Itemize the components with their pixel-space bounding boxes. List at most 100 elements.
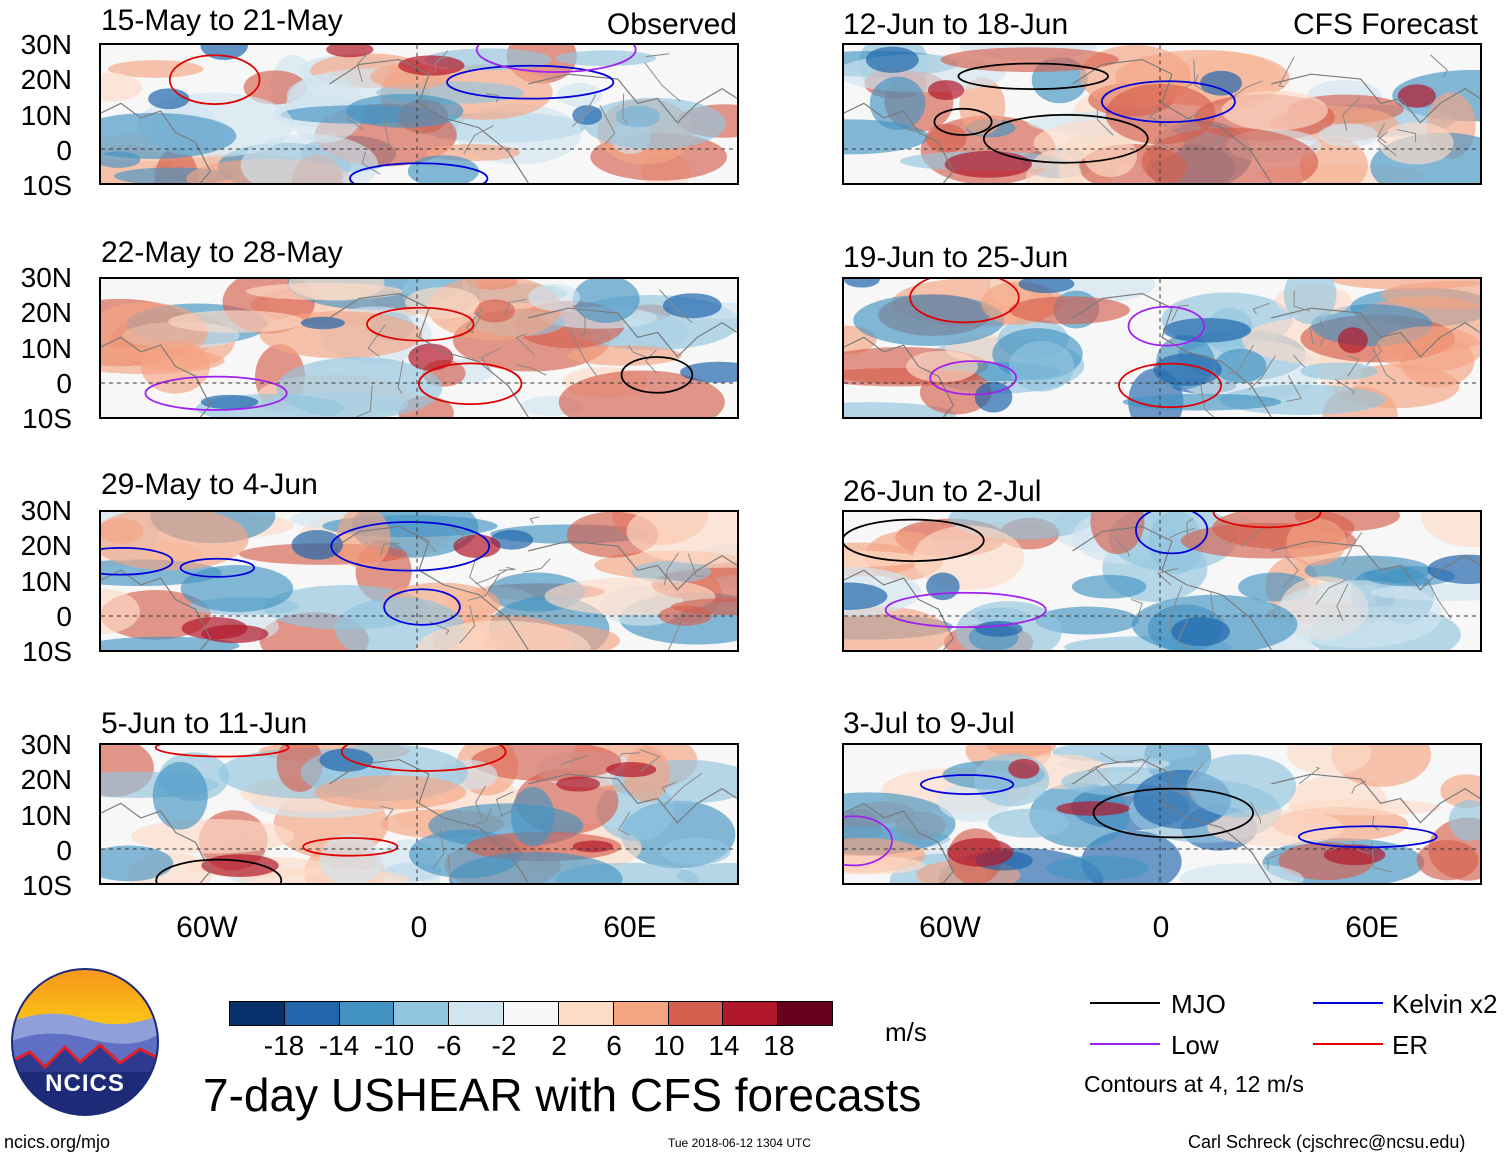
panel-title-8: 3-Jul to 9-Jul [843,707,1015,740]
shear-anomaly [1287,799,1442,816]
wave-contour [302,837,399,857]
country-border [1372,815,1379,831]
wave-contour [168,54,261,105]
map-panel-3 [99,510,739,652]
country-border [663,772,703,807]
shear-anomaly [1274,580,1443,648]
shear-anomaly [1008,758,1040,779]
shear-anomaly [314,775,467,810]
country-border [416,534,437,553]
shear-anomaly [101,72,143,102]
shear-anomaly [1300,362,1378,380]
wave-contour [446,64,615,100]
country-border [1210,591,1224,622]
shear-anomaly [1008,341,1075,392]
y-tick-label: 10N [20,100,72,131]
country-border [485,93,500,103]
country-border [687,553,706,577]
colorbar-swatch [613,1002,669,1025]
wave-contour [155,858,283,883]
wave-contour [620,356,694,394]
colorbar-tick: -14 [318,1030,360,1061]
wave-contour [1297,825,1438,849]
wave-contour [330,521,491,572]
shear-field [844,512,1480,650]
shear-anomaly [1018,279,1075,293]
country-border [560,755,589,765]
coastline [844,525,1480,650]
wave-contour [349,162,489,183]
country-border [1186,518,1194,542]
shear-anomaly [101,512,249,571]
country-border [1292,354,1306,368]
colorbar-swatch [723,1002,779,1025]
x-tick-label: 60W [176,911,238,944]
wave-contour [383,588,461,626]
shear-anomaly [300,316,345,330]
wave-contour [179,557,256,578]
country-border [1429,54,1448,78]
country-border [480,347,501,370]
country-border [447,853,453,883]
coastline [101,758,737,883]
country-border [429,621,450,635]
coastline [101,292,737,417]
shear-anomaly [1337,327,1368,354]
panel-title-1: 15-May to 21-May [101,4,343,37]
shear-anomaly [1318,123,1379,147]
y-tick-label: 10S [22,870,72,901]
country-border [644,62,681,102]
country-border [659,289,693,324]
country-border [1159,141,1168,148]
shear-anomaly [844,582,888,610]
wave-contour [1135,512,1209,555]
shear-anomaly [1056,801,1130,816]
colorbar-swatch [230,1002,285,1025]
country-border [1326,843,1345,852]
colorbar-tick: -2 [491,1030,517,1061]
shear-anomaly [676,862,737,883]
colorbar-tick: -18 [263,1030,305,1061]
country-border [1309,323,1321,345]
wave-contour [844,518,985,562]
country-border [640,749,661,772]
footer-url[interactable]: ncics.org/mjo [4,1132,111,1152]
shear-anomaly [101,112,237,159]
legend-label-er: ER [1392,1030,1429,1060]
shear-anomaly [973,607,1029,625]
country-border [515,364,547,376]
country-border [1282,555,1299,589]
country-border [1194,74,1207,94]
country-border [1366,331,1383,365]
colorbar-swatch [394,1002,450,1025]
y-tick-label: 20N [20,64,72,95]
y-tick-label: 30N [20,495,72,526]
country-border [1250,801,1261,824]
shear-anomaly [200,394,259,410]
wave-contour [1212,512,1322,529]
shear-anomaly [148,88,190,110]
shear-anomaly [240,133,379,183]
shear-anomaly [1427,554,1480,585]
country-border [1248,355,1276,391]
shear-anomaly [844,606,950,650]
shear-anomaly [1221,90,1328,131]
shear-anomaly [572,840,614,853]
wave-contour [366,306,475,342]
wave-contour [418,362,523,406]
footer-timestamp: Tue 2018-06-12 1304 UTC [668,1136,811,1150]
country-border [599,105,616,145]
country-border [379,542,401,556]
shear-field [101,745,737,883]
colorbar-swatch [558,1002,614,1025]
country-border [346,111,364,130]
x-tick-label: 0 [1152,911,1170,944]
y-tick-label: 0 [56,135,72,166]
colorbar-tick: 14 [708,1030,740,1061]
country-border [1096,109,1114,136]
country-border [1184,59,1196,89]
country-border [1252,302,1270,315]
shear-anomaly [319,748,374,772]
colorbar-tick: -6 [436,1030,462,1061]
wave-contour [144,375,288,411]
